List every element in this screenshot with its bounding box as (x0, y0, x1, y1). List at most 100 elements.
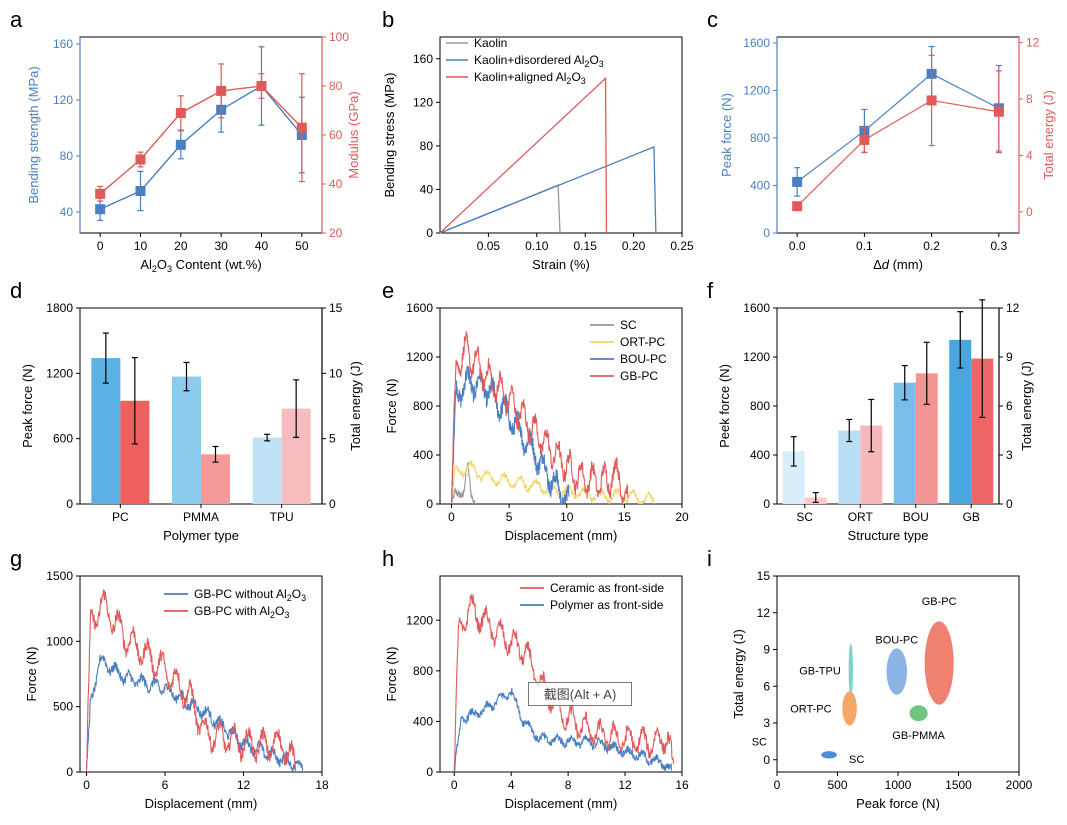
point-label: GB-PMMA (892, 730, 945, 742)
y-tick-label: 0 (426, 497, 433, 511)
x-tick-label: 1500 (945, 778, 972, 792)
y-tick-label: 120 (413, 95, 433, 109)
y-tick-label: 0 (763, 226, 770, 240)
x-tick-label: 500 (827, 778, 847, 792)
legend-entry: Kaolin (474, 36, 507, 50)
y-tick-label: 0 (66, 765, 73, 779)
series-line (450, 462, 476, 504)
y-tick-label: 9 (763, 643, 770, 657)
bar (860, 425, 883, 504)
x-tick-label: SC (796, 510, 813, 524)
point-label: SC (752, 736, 767, 748)
data-point (135, 186, 146, 196)
x-tick-label: 12 (618, 778, 632, 792)
x-tick-label: 0 (448, 510, 455, 524)
series-line (99, 85, 303, 210)
y-tick-label: 0 (426, 226, 433, 240)
legend-entry: SC (620, 318, 637, 332)
legend-entry: ORT-PC (620, 335, 665, 349)
y2-tick-label: 12 (1026, 36, 1040, 50)
y2-axis-label: Modulus (GPa) (346, 91, 361, 178)
panel-g: 0 500 1000 1500 0 6 12 18 GB-PC without Al2O3GB-… (10, 546, 329, 811)
bar (172, 376, 201, 504)
legend-entry: Kaolin+aligned Al2O3 (474, 70, 586, 86)
x-tick-label: 0.05 (477, 239, 501, 253)
y-axis-label: Bending strength (MPa) (26, 66, 41, 203)
y-tick-label: 120 (53, 93, 73, 107)
y-axis-label: Force (N) (24, 647, 39, 702)
x-axis-label: Strain (%) (532, 257, 590, 272)
data-point (792, 176, 803, 187)
y-tick-label: 80 (420, 139, 434, 153)
bar (838, 430, 861, 504)
x-tick-label: 0.0 (789, 239, 806, 253)
y-tick-label: 1000 (46, 634, 73, 648)
y2-tick-label: 100 (329, 30, 349, 44)
y-tick-label: 400 (413, 448, 433, 462)
y-tick-label: 80 (60, 149, 74, 163)
y-tick-label: 1200 (406, 613, 433, 627)
x-tick-label: PC (112, 510, 129, 524)
series-line (796, 73, 1000, 183)
x-tick-label: GB (963, 510, 980, 524)
y2-tick-label: 9 (1006, 350, 1013, 364)
energy-ellipse (842, 691, 857, 726)
data-point (296, 122, 307, 133)
y2-tick-label: 60 (329, 128, 343, 142)
x-tick-label: 4 (508, 778, 515, 792)
x-tick-label: 0.2 (923, 239, 940, 253)
panel-e: 0 400 800 1200 1600 0 5 10 15 20 SC ORT-PC BOU-PC GB-… (382, 278, 689, 543)
data-point (175, 139, 186, 150)
x-tick-label: TPU (270, 510, 294, 524)
y2-tick-label: 4 (1026, 148, 1033, 162)
y-tick-label: 6 (763, 679, 770, 693)
y-axis-label: Force (N) (384, 379, 399, 434)
y-tick-label: 0 (426, 765, 433, 779)
y-tick-label: 1800 (46, 301, 73, 315)
y-tick-label: 0 (763, 753, 770, 767)
x-axis-label: Structure type (848, 528, 929, 543)
y2-tick-label: 15 (329, 301, 343, 315)
x-tick-label: 12 (237, 778, 251, 792)
panel-i: 0 3 6 9 12 15 0 500 1000 1500 2000 GB-PC BOU-PC GB-TP… (707, 546, 1033, 811)
x-tick-label: 20 (675, 510, 689, 524)
x-tick-label: BOU (903, 510, 929, 524)
y-tick-label: 600 (53, 432, 73, 446)
energy-ellipse (886, 648, 908, 695)
y2-tick-label: 80 (329, 79, 343, 93)
y2-tick-label: 20 (329, 226, 343, 240)
y-tick-label: 800 (750, 399, 770, 413)
plot-frame (79, 36, 323, 234)
x-tick-label: 20 (174, 239, 188, 253)
series-line (439, 76, 608, 234)
y2-tick-label: 10 (329, 366, 343, 380)
panel-letter: f (707, 278, 714, 303)
y-tick-label: 0 (66, 497, 73, 511)
x-tick-label: 0 (451, 778, 458, 792)
panel-letter: b (382, 7, 394, 32)
bar (782, 451, 805, 504)
x-tick-label: 0.20 (622, 239, 646, 253)
y-tick-label: 400 (750, 448, 770, 462)
series-line (85, 589, 298, 772)
bar (971, 358, 994, 504)
x-tick-label: PMMA (183, 510, 219, 524)
legend-entry: GB-PC (620, 369, 658, 383)
panel-letter: d (10, 278, 22, 303)
y-tick-label: 1200 (46, 366, 73, 380)
panel-b: 0 40 80 120 160 0.05 0.10 0.15 0.20 0.25 Kaolin Kao… (382, 7, 694, 272)
series-line (99, 85, 303, 195)
y-tick-label: 0 (763, 497, 770, 511)
panel-letter: g (10, 546, 22, 571)
x-axis-label: Al2O3 Content (wt.%) (140, 257, 261, 274)
panel-letter: a (10, 7, 23, 32)
y-axis-label: Peak force (N) (719, 93, 734, 177)
y-tick-label: 40 (60, 205, 74, 219)
y2-tick-label: 40 (329, 177, 343, 191)
panel-h: 0 400 800 1200 0 4 8 12 16 Ceramic as front-side P… (382, 546, 689, 811)
y-tick-label: 1200 (743, 83, 770, 97)
point-label: GB-TPU (799, 665, 841, 677)
x-tick-label: 0 (83, 778, 90, 792)
x-tick-label: 1000 (885, 778, 912, 792)
data-point (135, 154, 146, 165)
